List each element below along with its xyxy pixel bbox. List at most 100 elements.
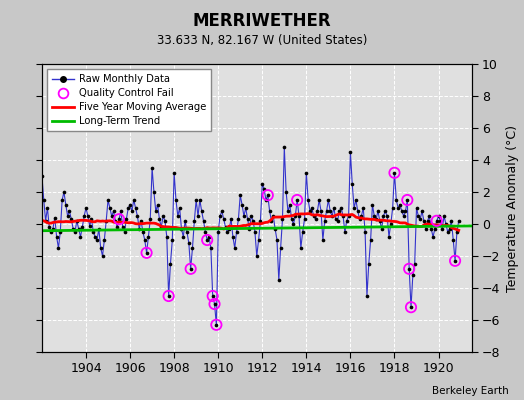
Point	[80, 213, 89, 219]
Point	[403, 197, 411, 203]
Point	[192, 197, 200, 203]
Point	[228, 234, 237, 240]
Point	[387, 221, 395, 227]
Point	[170, 170, 178, 176]
Point	[249, 218, 257, 224]
Point	[414, 213, 422, 219]
Point	[431, 226, 439, 232]
Point	[179, 234, 188, 240]
Point	[187, 266, 195, 272]
Point	[104, 197, 112, 203]
Point	[423, 218, 432, 224]
Point	[297, 245, 305, 251]
Point	[93, 237, 101, 243]
Point	[328, 213, 336, 219]
Point	[43, 205, 52, 211]
Point	[67, 216, 75, 222]
Point	[132, 205, 140, 211]
Point	[96, 245, 105, 251]
Point	[165, 293, 173, 299]
Point	[377, 226, 386, 232]
Point	[396, 202, 404, 208]
Point	[256, 218, 265, 224]
Point	[344, 213, 353, 219]
Point	[299, 229, 307, 235]
Point	[172, 197, 180, 203]
Point	[194, 213, 202, 219]
Point	[332, 216, 340, 222]
Point	[210, 301, 219, 307]
Point	[326, 208, 334, 214]
Point	[225, 226, 233, 232]
Point	[385, 234, 393, 240]
Point	[355, 216, 364, 222]
Point	[232, 229, 241, 235]
Point	[341, 229, 349, 235]
Point	[220, 216, 228, 222]
Point	[69, 226, 78, 232]
Point	[390, 170, 399, 176]
Point	[49, 226, 57, 232]
Point	[126, 202, 134, 208]
Text: Berkeley Earth: Berkeley Earth	[432, 386, 508, 396]
Point	[253, 253, 261, 259]
Point	[454, 218, 463, 224]
Point	[82, 205, 90, 211]
Point	[284, 208, 292, 214]
Point	[258, 181, 267, 187]
Point	[47, 229, 56, 235]
Point	[401, 208, 410, 214]
Point	[379, 213, 388, 219]
Point	[438, 226, 446, 232]
Point	[390, 170, 399, 176]
Point	[429, 234, 437, 240]
Point	[209, 293, 217, 299]
Point	[399, 213, 408, 219]
Point	[221, 224, 230, 230]
Point	[106, 205, 114, 211]
Point	[374, 208, 382, 214]
Point	[361, 229, 369, 235]
Point	[432, 218, 441, 224]
Point	[339, 213, 347, 219]
Point	[62, 202, 70, 208]
Point	[245, 226, 254, 232]
Point	[124, 205, 133, 211]
Point	[212, 322, 221, 328]
Point	[308, 205, 316, 211]
Point	[159, 213, 167, 219]
Point	[129, 197, 138, 203]
Point	[421, 226, 430, 232]
Point	[155, 216, 163, 222]
Point	[99, 253, 107, 259]
Point	[372, 216, 380, 222]
Text: 33.633 N, 82.167 W (United States): 33.633 N, 82.167 W (United States)	[157, 34, 367, 47]
Point	[319, 237, 327, 243]
Point	[432, 218, 441, 224]
Point	[184, 240, 193, 246]
Point	[412, 205, 421, 211]
Point	[78, 224, 86, 230]
Point	[300, 216, 309, 222]
Point	[289, 221, 298, 227]
Point	[365, 261, 373, 267]
Point	[201, 229, 210, 235]
Point	[58, 197, 67, 203]
Legend: Raw Monthly Data, Quality Control Fail, Five Year Moving Average, Long-Term Tren: Raw Monthly Data, Quality Control Fail, …	[47, 69, 211, 131]
Point	[239, 213, 248, 219]
Point	[260, 186, 268, 192]
Point	[206, 245, 215, 251]
Point	[188, 245, 196, 251]
Point	[288, 216, 296, 222]
Point	[405, 266, 413, 272]
Point	[264, 192, 272, 198]
Point	[266, 208, 274, 214]
Point	[282, 189, 290, 195]
Point	[277, 245, 285, 251]
Point	[199, 218, 208, 224]
Point	[73, 218, 81, 224]
Point	[115, 216, 123, 222]
Point	[388, 205, 397, 211]
Point	[317, 208, 325, 214]
Point	[447, 218, 455, 224]
